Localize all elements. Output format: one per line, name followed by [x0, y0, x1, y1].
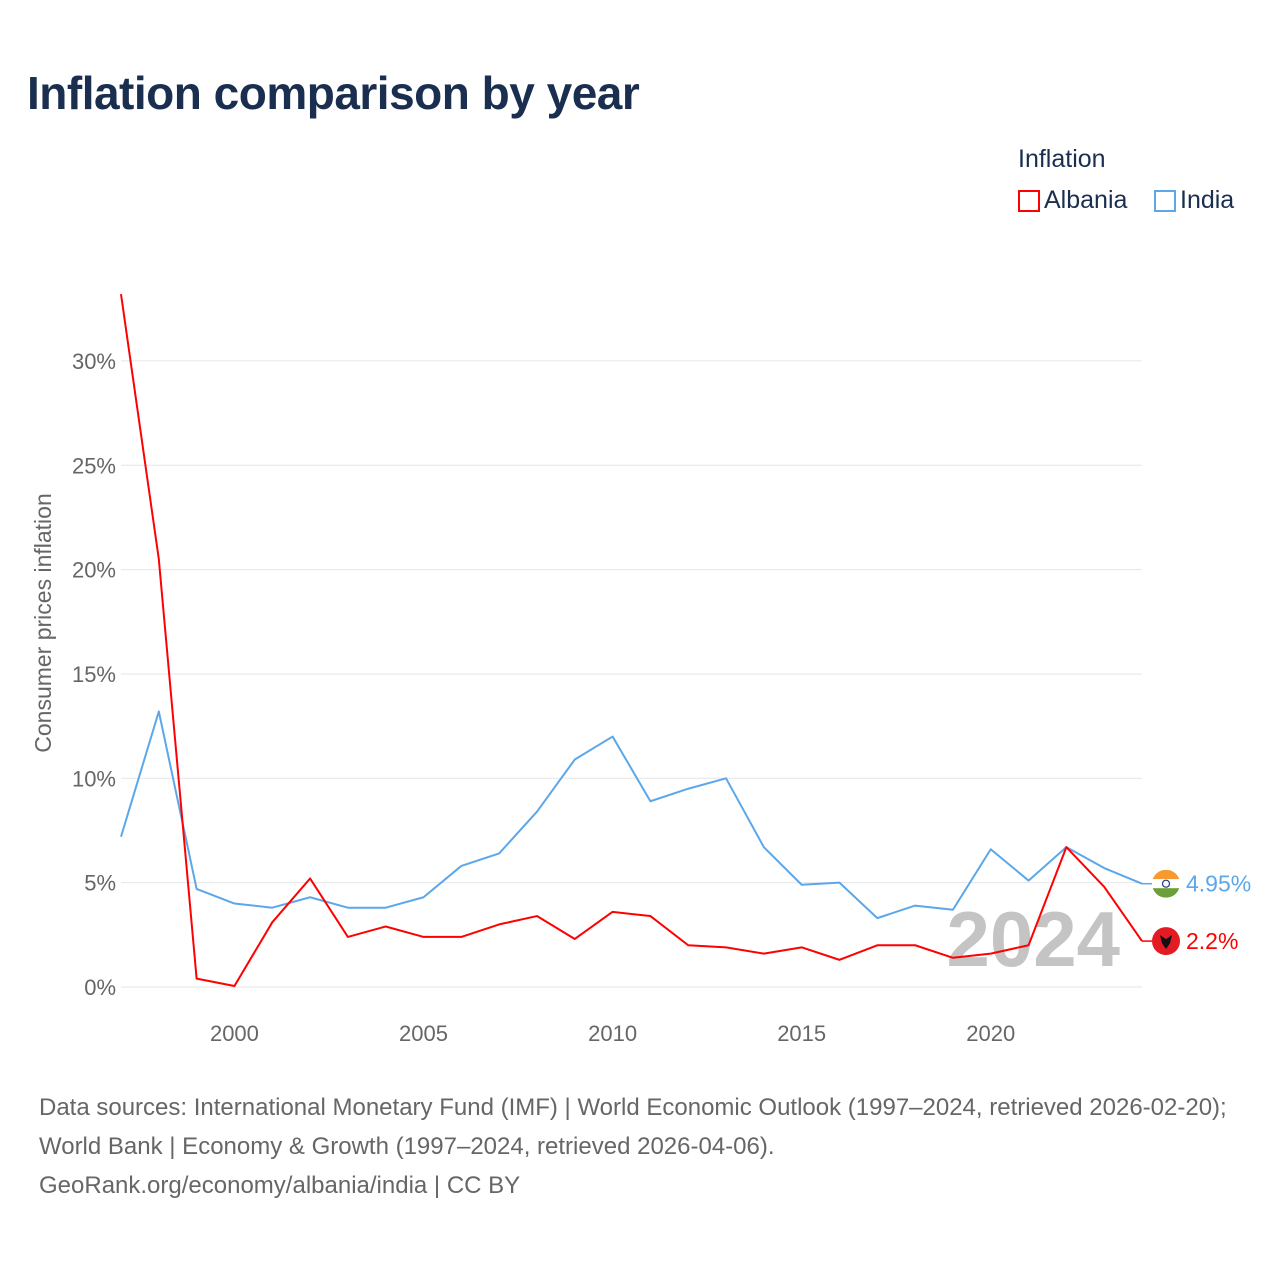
source-link[interactable]: GeoRank.org/economy/albania/india | CC B… [39, 1172, 521, 1199]
x-tick-label: 2015 [777, 1021, 826, 1046]
data-sources: Data sources: International Monetary Fun… [39, 1094, 1227, 1160]
y-tick-label: 25% [72, 453, 116, 478]
footer: Data sources: International Monetary Fun… [39, 1088, 1249, 1205]
legend-label-india: India [1180, 186, 1235, 214]
legend-item-albania[interactable]: Albania [1018, 186, 1127, 215]
y-axis-label: Consumer prices inflation [30, 493, 56, 753]
legend-swatch-albania [1018, 189, 1040, 212]
legend-item-india[interactable]: India [1154, 186, 1234, 215]
x-tick-label: 2010 [588, 1021, 637, 1046]
end-label-albania: 2.2% [1186, 928, 1238, 954]
flag-albania-icon [1152, 927, 1180, 956]
x-tick-label: 2000 [210, 1021, 259, 1046]
series-line-india[interactable] [120, 710, 1143, 920]
legend-title: Inflation [1018, 145, 1106, 173]
chart-title: Inflation comparison by year [27, 67, 640, 119]
y-tick-label: 20% [72, 558, 116, 583]
y-tick-label: 0% [84, 975, 116, 1000]
y-tick-label: 5% [84, 871, 116, 896]
y-tick-label: 30% [72, 349, 116, 374]
x-tick-label: 2020 [966, 1021, 1015, 1046]
legend-label-albania: Albania [1044, 186, 1128, 214]
year-watermark: 2024 [946, 895, 1120, 983]
flag-india-icon [1152, 869, 1180, 898]
y-tick-label: 10% [72, 766, 116, 791]
x-tick-label: 2005 [399, 1021, 448, 1046]
line-chart: 0%5%10%15%20%25%30%2000 2005 2010 2015 2020 … [30, 293, 1251, 1046]
legend-swatch-india [1154, 189, 1176, 212]
y-tick-label: 15% [72, 662, 116, 687]
series-line-albania[interactable] [120, 293, 1143, 987]
end-label-india: 4.95% [1186, 871, 1251, 897]
